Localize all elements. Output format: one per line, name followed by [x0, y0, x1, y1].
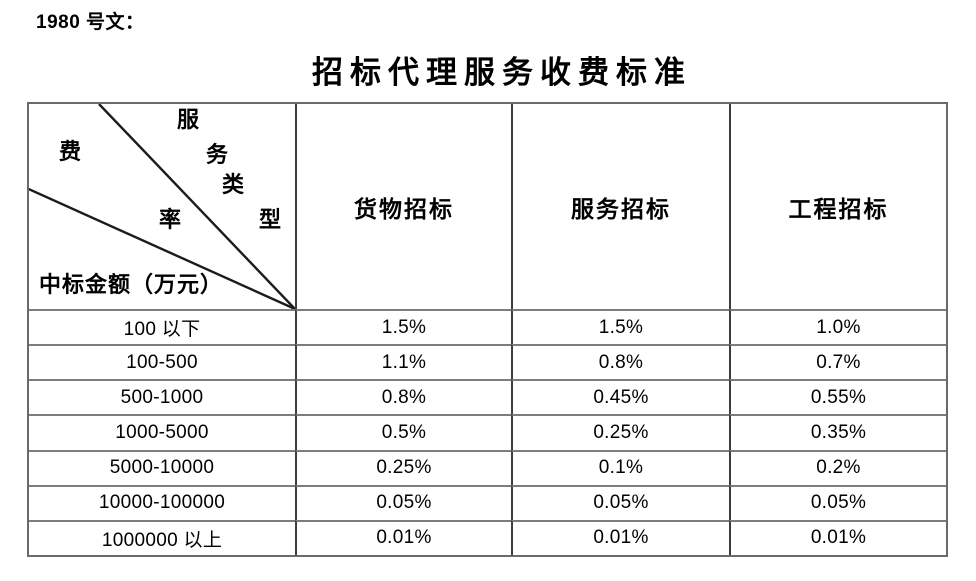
cell-service-rate: 0.45% — [511, 379, 729, 415]
cell-engineering-rate: 0.2% — [729, 449, 946, 485]
fee-standard-table: 服 务 类 型 费 率 中标金额（万元） 货物招标 服务招标 工程招标 100 … — [27, 102, 948, 557]
cell-engineering-rate: 1.0% — [729, 309, 946, 345]
row-range: 500-1000 — [29, 379, 295, 414]
cell-service-rate: 0.01% — [511, 519, 729, 555]
row-range: 100-500 — [29, 344, 295, 379]
cell-service-rate: 0.05% — [511, 484, 729, 520]
row-range: 100 以下 — [29, 309, 295, 344]
cell-service-rate: 0.1% — [511, 449, 729, 485]
cell-engineering-rate: 0.05% — [729, 484, 946, 520]
cell-goods-rate: 1.1% — [295, 344, 511, 380]
corner-service-type-char: 务 — [206, 142, 229, 167]
row-range: 1000000 以上 — [29, 519, 295, 555]
corner-service-type-char: 型 — [259, 207, 282, 232]
cell-goods-rate: 1.5% — [295, 309, 511, 345]
cell-engineering-rate: 0.35% — [729, 414, 946, 450]
cell-service-rate: 0.25% — [511, 414, 729, 450]
cell-engineering-rate: 0.55% — [729, 379, 946, 415]
cell-goods-rate: 0.01% — [295, 519, 511, 555]
cell-engineering-rate: 0.7% — [729, 344, 946, 380]
corner-service-type-char: 类 — [222, 172, 245, 197]
diagonal-divider-lines — [29, 104, 295, 309]
corner-fee-rate-char: 率 — [159, 207, 182, 232]
cell-goods-rate: 0.05% — [295, 484, 511, 520]
corner-fee-rate-char: 费 — [59, 139, 82, 164]
cell-engineering-rate: 0.01% — [729, 519, 946, 555]
cell-goods-rate: 0.25% — [295, 449, 511, 485]
corner-amount-axis-label: 中标金额（万元） — [39, 272, 224, 297]
corner-service-type-char: 服 — [177, 107, 200, 132]
cell-goods-rate: 0.5% — [295, 414, 511, 450]
row-range: 10000-100000 — [29, 484, 295, 520]
column-header-goods: 货物招标 — [295, 104, 511, 309]
row-range: 5000-10000 — [29, 449, 295, 485]
column-header-engineering: 工程招标 — [729, 104, 946, 309]
row-range: 1000-5000 — [29, 414, 295, 449]
cell-goods-rate: 0.8% — [295, 379, 511, 415]
table-corner-cell: 服 务 类 型 费 率 中标金额（万元） — [29, 104, 295, 309]
cell-service-rate: 0.8% — [511, 344, 729, 380]
document-number: 1980 号文： — [36, 12, 145, 33]
page-title: 招标代理服务收费标准 — [312, 55, 692, 90]
cell-service-rate: 1.5% — [511, 309, 729, 345]
column-header-service: 服务招标 — [511, 104, 729, 309]
